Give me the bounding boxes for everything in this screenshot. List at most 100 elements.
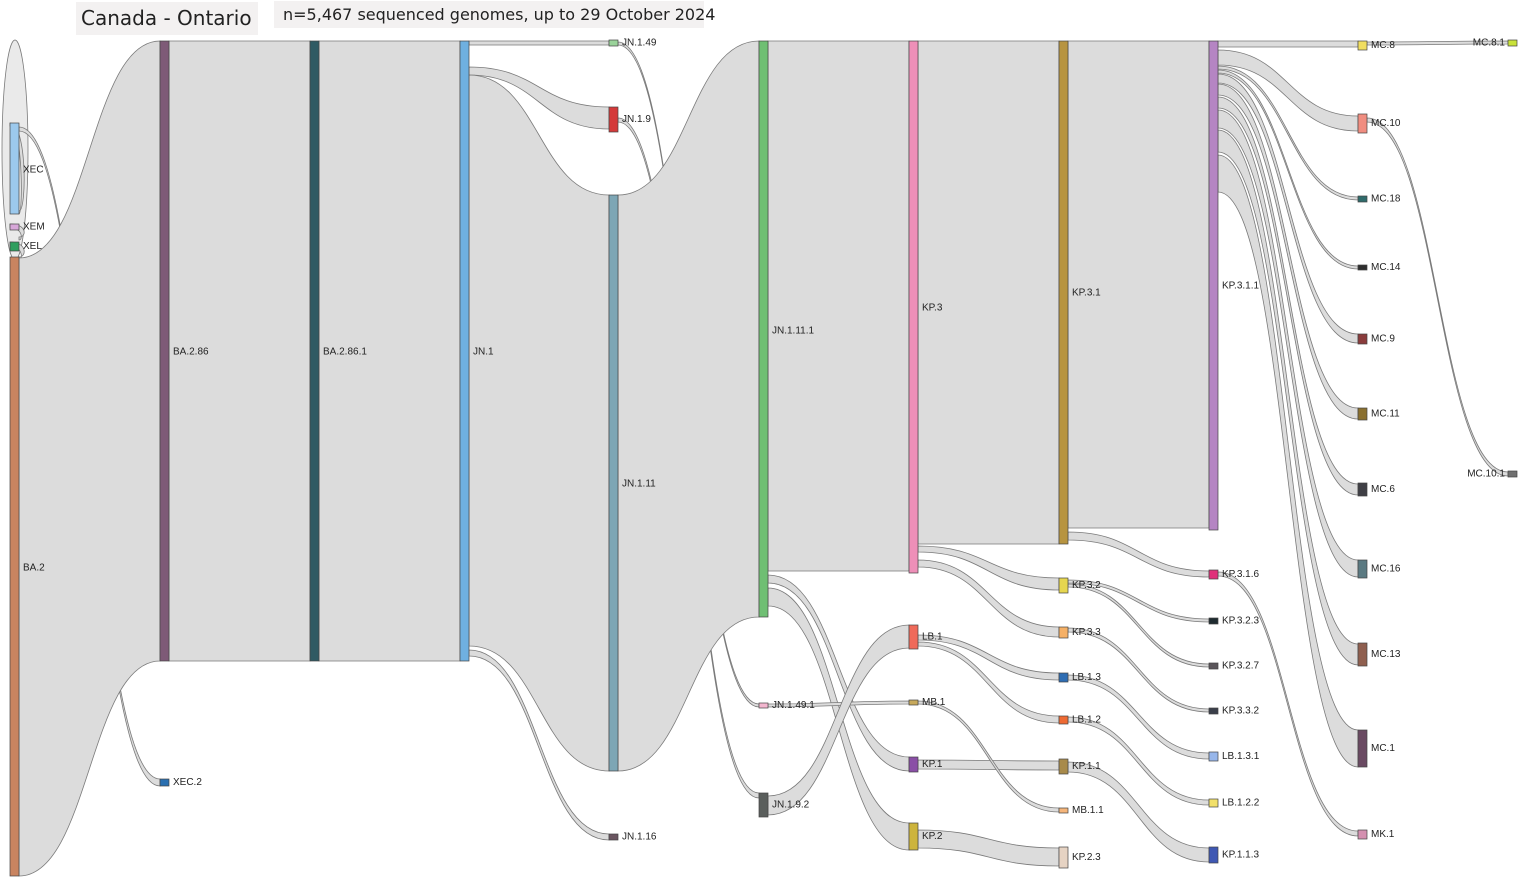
node-xel[interactable] xyxy=(9,241,20,252)
node-label-xel: XEL xyxy=(23,241,42,252)
node-lb-1-3[interactable] xyxy=(1058,672,1069,683)
node-lb-1-3-1[interactable] xyxy=(1208,751,1219,762)
node-jn-1[interactable] xyxy=(459,40,470,662)
node-label-kp-3-1-1: KP.3.1.1 xyxy=(1222,281,1260,292)
node-ba-2[interactable] xyxy=(9,256,20,877)
label-layer: XEC XEM XEL BA.2 BA.2.86 XEC.2 BA.2.86.1 JN.1 JN… xyxy=(23,38,1505,864)
node-kp-2-3[interactable] xyxy=(1058,846,1069,869)
node-xem[interactable] xyxy=(9,223,20,231)
node-label-kp-1-1: KP.1.1 xyxy=(1072,761,1101,772)
node-xec-2[interactable] xyxy=(159,778,170,787)
node-label-ba-2: BA.2 xyxy=(23,563,45,574)
node-label-jn-1-49: JN.1.49 xyxy=(622,38,657,49)
node-kp-1-1-3[interactable] xyxy=(1208,846,1219,864)
node-label-mc-16: MC.16 xyxy=(1371,564,1401,575)
node-label-lb-1-2-2: LB.1.2.2 xyxy=(1222,798,1260,809)
node-label-kp-2-3: KP.2.3 xyxy=(1072,852,1101,863)
node-label-ba-2-86: BA.2.86 xyxy=(173,347,209,358)
node-mb-1-1[interactable] xyxy=(1058,807,1069,814)
node-mc-6[interactable] xyxy=(1357,482,1368,497)
node-jn-1-11[interactable] xyxy=(608,194,619,772)
link-jn-1-9-2-to-lb-1 xyxy=(767,624,910,816)
node-kp-3-2[interactable] xyxy=(1058,577,1069,594)
node-kp-3-3-2[interactable] xyxy=(1208,707,1219,715)
node-jn-1-16[interactable] xyxy=(608,833,619,841)
node-mc-10-1[interactable] xyxy=(1507,470,1518,478)
node-mk-1[interactable] xyxy=(1357,829,1368,840)
node-label-mc-14: MC.14 xyxy=(1371,262,1401,273)
link-kp-3-to-kp-3-3 xyxy=(917,559,1060,638)
node-label-mc-8: MC.8 xyxy=(1371,40,1395,51)
node-kp-2[interactable] xyxy=(908,822,919,851)
link-kp-3-1-6-to-mk-1 xyxy=(1217,571,1359,837)
node-lb-1-2[interactable] xyxy=(1058,715,1069,725)
node-label-xem: XEM xyxy=(23,222,45,233)
page-subtitle: n=5,467 sequenced genomes, up to 29 Octo… xyxy=(274,1,715,28)
link-jn-1-to-jn-1-49 xyxy=(468,40,610,46)
node-kp-3-2-7[interactable] xyxy=(1208,662,1219,670)
link-jn-1-11-1-to-kp-3 xyxy=(767,40,910,572)
node-kp-3-1[interactable] xyxy=(1058,40,1069,545)
link-kp-3-2-to-kp-3-2-7 xyxy=(1067,583,1210,668)
link-kp-3-1-to-kp-3-1-6 xyxy=(1067,531,1210,578)
node-mc-16[interactable] xyxy=(1357,559,1368,579)
node-label-kp-3-2-3: KP.3.2.3 xyxy=(1222,616,1260,627)
node-mc-9[interactable] xyxy=(1357,333,1368,345)
node-label-lb-1-3: LB.1.3 xyxy=(1072,672,1101,683)
node-kp-3-3[interactable] xyxy=(1058,626,1069,639)
node-mc-14[interactable] xyxy=(1357,264,1368,271)
link-kp-3-1-to-kp-3-1-1 xyxy=(1067,40,1210,529)
node-kp-3[interactable] xyxy=(908,40,919,574)
node-ba-2-86[interactable] xyxy=(159,40,170,662)
node-label-jn-1-11: JN.1.11 xyxy=(622,479,656,490)
node-mc-8[interactable] xyxy=(1357,40,1368,51)
node-label-lb-1: LB.1 xyxy=(922,632,943,643)
node-jn-1-11-1[interactable] xyxy=(758,40,769,618)
node-label-jn-1-9-2: JN.1.9.2 xyxy=(772,800,810,811)
node-lb-1-2-2[interactable] xyxy=(1208,798,1219,808)
node-label-mc-1: MC.1 xyxy=(1371,743,1395,754)
node-label-xec-2: XEC.2 xyxy=(173,777,202,788)
node-mc-18[interactable] xyxy=(1357,195,1368,203)
node-label-lb-1-2: LB.1.2 xyxy=(1072,715,1101,726)
node-mc-1[interactable] xyxy=(1357,729,1368,768)
node-jn-1-49-1[interactable] xyxy=(758,702,769,709)
node-jn-1-49[interactable] xyxy=(608,39,619,47)
node-xec[interactable] xyxy=(9,122,20,215)
node-mc-11[interactable] xyxy=(1357,407,1368,421)
node-kp-1[interactable] xyxy=(908,756,919,773)
node-jn-1-9[interactable] xyxy=(608,106,619,133)
node-label-kp-3-1: KP.3.1 xyxy=(1072,288,1101,299)
link-jn-1-11-to-jn-1-11-1 xyxy=(617,40,760,772)
node-mb-1[interactable] xyxy=(908,699,919,706)
node-label-mc-8-1: MC.8.1 xyxy=(1473,38,1506,49)
node-mc-8-1[interactable] xyxy=(1507,39,1518,47)
node-label-kp-3-1-6: KP.3.1.6 xyxy=(1222,569,1260,580)
node-label-mc-10-1: MC.10.1 xyxy=(1467,469,1505,480)
node-lb-1[interactable] xyxy=(908,624,919,650)
node-label-kp-3-2: KP.3.2 xyxy=(1072,580,1101,591)
node-jn-1-9-2[interactable] xyxy=(758,792,769,818)
node-kp-3-1-1[interactable] xyxy=(1208,40,1219,531)
node-label-kp-3: KP.3 xyxy=(922,303,943,314)
node-kp-3-2-3[interactable] xyxy=(1208,617,1219,625)
node-kp-3-1-6[interactable] xyxy=(1208,569,1219,580)
node-label-lb-1-3-1: LB.1.3.1 xyxy=(1222,751,1260,762)
link-mc-10-to-mc-10-1 xyxy=(1366,117,1509,477)
node-label-mc-11: MC.11 xyxy=(1371,409,1400,420)
node-label-kp-2: KP.2 xyxy=(922,831,943,842)
node-label-kp-3-2-7: KP.3.2.7 xyxy=(1222,661,1260,672)
node-label-mb-1: MB.1 xyxy=(922,697,946,708)
node-mc-10[interactable] xyxy=(1357,113,1368,134)
node-label-mc-9: MC.9 xyxy=(1371,334,1395,345)
node-kp-1-1[interactable] xyxy=(1058,758,1069,775)
node-label-jn-1: JN.1 xyxy=(473,347,494,358)
link-kp-3-3-to-kp-3-3-2 xyxy=(1067,627,1210,713)
node-label-mc-18: MC.18 xyxy=(1371,194,1401,205)
link-kp-3-1-1-to-mc-8 xyxy=(1217,40,1359,48)
node-label-kp-3-3-2: KP.3.3.2 xyxy=(1222,706,1260,717)
node-ba-2-86-1[interactable] xyxy=(309,40,320,662)
node-label-mb-1-1: MB.1.1 xyxy=(1072,805,1104,816)
node-label-mc-10: MC.10 xyxy=(1371,118,1401,129)
node-mc-13[interactable] xyxy=(1357,642,1368,667)
